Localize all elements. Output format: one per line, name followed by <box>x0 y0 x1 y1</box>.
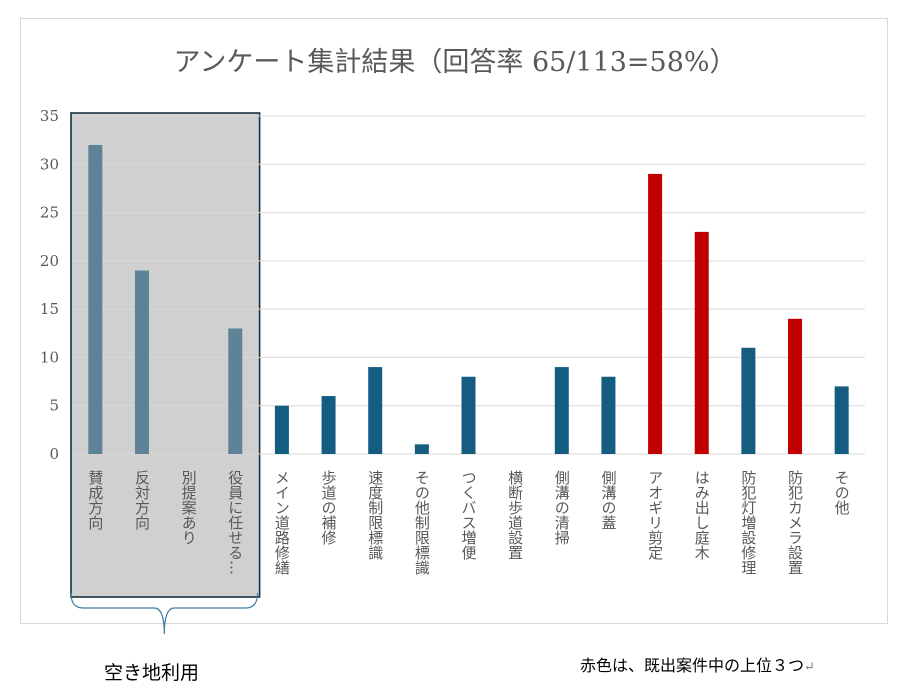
category-label: 別提案あり <box>180 470 198 545</box>
footnote: 赤色は、既出案件中の上位３つ↵ <box>580 652 815 676</box>
category-label: メイン道路修繕 <box>273 470 291 575</box>
category-label: アオギリ剪定 <box>646 470 664 561</box>
y-tick-label: 30 <box>40 155 59 173</box>
bar <box>368 367 383 454</box>
bars <box>88 144 849 454</box>
category-label: 賛成方向 <box>86 470 104 530</box>
chart-title: アンケート集計結果（回答率 65/113=58%） <box>173 47 736 78</box>
bar <box>321 396 336 454</box>
category-label: その他 <box>833 470 851 516</box>
footnote-text: 赤色は、既出案件中の上位３つ <box>580 656 805 675</box>
category-label: 側溝の清掃 <box>553 470 571 546</box>
y-tick-label: 25 <box>40 204 59 222</box>
category-label: 速度制限標識 <box>366 470 384 561</box>
return-mark-icon: ↵ <box>804 660 815 675</box>
bar-chart: 0 5 10 15 20 25 30 35 賛成方向 反対方向 別提案あり 役員に任せる… メイン道路… <box>40 47 865 598</box>
category-label: 反対方向 <box>133 470 151 530</box>
bar <box>461 376 476 454</box>
bar <box>228 328 243 454</box>
bar <box>648 173 663 454</box>
bar <box>134 270 149 454</box>
category-label: 横断歩道設置 <box>506 470 524 560</box>
category-label: その他制限標識 <box>413 470 431 576</box>
chart-frame: 0 5 10 15 20 25 30 35 賛成方向 反対方向 別提案あり 役員に任せる… メイン道路… <box>20 18 888 624</box>
category-label: 役員に任せる… <box>226 470 244 575</box>
y-tick-label: 35 <box>40 107 59 125</box>
y-tick-label: 20 <box>40 252 59 270</box>
bar <box>788 318 803 454</box>
y-tick-label: 0 <box>49 445 59 463</box>
category-label: つくバス増便 <box>460 470 478 561</box>
y-tick-label: 5 <box>49 397 59 415</box>
y-tick-label: 10 <box>40 348 59 366</box>
bar <box>694 231 709 454</box>
group-label: 空き地利用 <box>104 662 200 684</box>
bar <box>834 386 849 454</box>
bar <box>414 444 429 454</box>
bar <box>554 367 569 454</box>
vacant-land-group-box <box>70 112 261 598</box>
category-label: 歩道の補修 <box>320 470 338 545</box>
bar <box>741 347 756 454</box>
y-axis-ticks: 0 5 10 15 20 25 30 35 <box>40 107 59 463</box>
x-axis-categories: 賛成方向 反対方向 別提案あり 役員に任せる… メイン道路修繕 歩道の補修 速度制限標識 その… <box>86 470 850 576</box>
category-label: 防犯カメラ設置 <box>786 470 804 575</box>
bar <box>88 144 103 454</box>
bar <box>274 405 289 454</box>
bar <box>601 376 616 454</box>
y-tick-label: 15 <box>40 300 59 318</box>
category-label: 側溝の蓋 <box>599 470 617 530</box>
category-label: はみ出し庭木 <box>693 470 711 560</box>
category-label: 防犯灯増設修理 <box>739 470 757 575</box>
gridlines <box>72 115 865 455</box>
